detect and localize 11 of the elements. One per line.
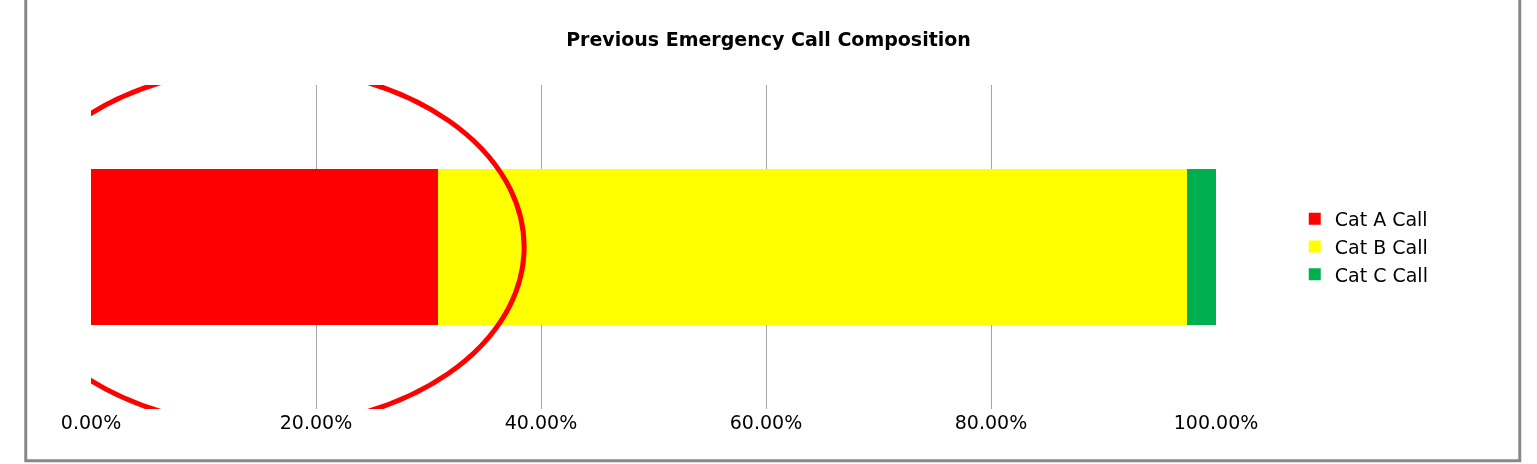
legend-label: Cat B Call	[1334, 235, 1428, 258]
x-tick-label: 100.00%	[1173, 411, 1259, 433]
x-tick-label: 60.00%	[729, 411, 803, 433]
chart-title: Previous Emergency Call Composition	[566, 27, 971, 50]
legend-label: Cat A Call	[1334, 208, 1428, 231]
x-tick-label: 40.00%	[504, 411, 578, 433]
bar	[1186, 169, 1216, 325]
x-tick-label: 20.00%	[279, 411, 353, 433]
x-tick-label: 0.00%	[60, 411, 122, 433]
legend-label: Cat C Call	[1334, 263, 1428, 286]
x-tick-label: 80.00%	[954, 411, 1028, 433]
